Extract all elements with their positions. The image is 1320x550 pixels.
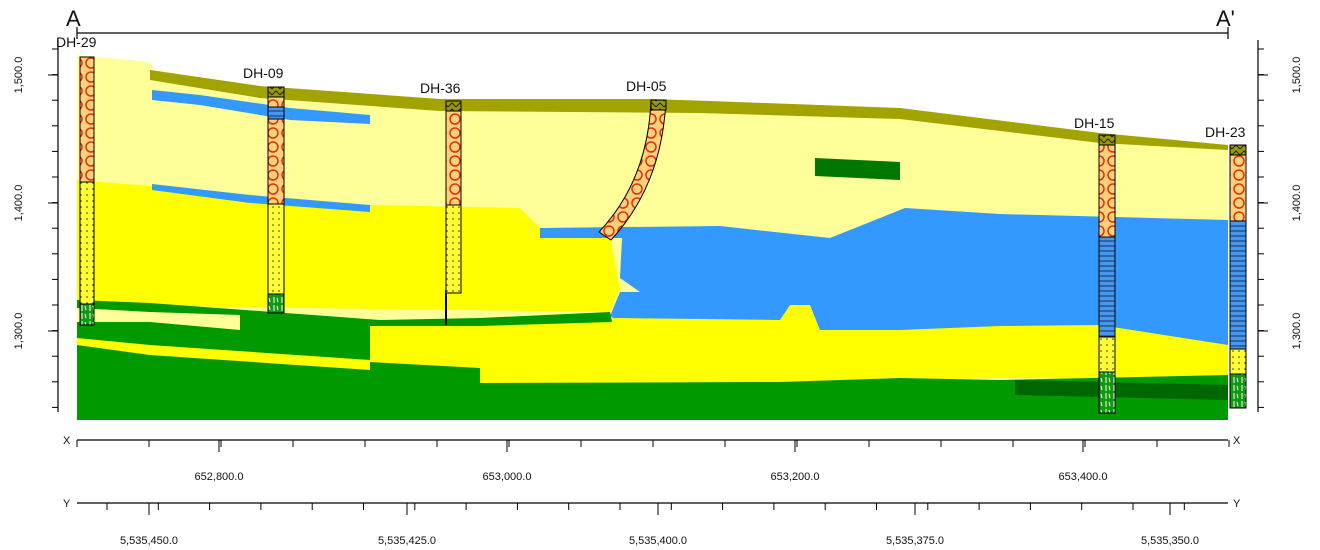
drillhole-label: DH-05 bbox=[626, 78, 667, 94]
drillhole bbox=[1098, 134, 1116, 414]
drillhole-label: DH-23 bbox=[1205, 124, 1246, 140]
drill-unit bbox=[267, 106, 285, 120]
dark-lens bbox=[815, 158, 900, 180]
drill-unit bbox=[1229, 373, 1247, 409]
drill-unit bbox=[1098, 236, 1116, 338]
drill-unit bbox=[445, 100, 462, 112]
drill-unit bbox=[1098, 134, 1116, 146]
x-axis-letter: X bbox=[1233, 435, 1241, 447]
drill-unit bbox=[1229, 348, 1247, 375]
drill-unit bbox=[79, 303, 95, 326]
geology bbox=[77, 55, 1228, 420]
elevation-label: 1,500.0 bbox=[13, 57, 25, 94]
drillhole bbox=[598, 99, 667, 241]
drillhole-label: DH-29 bbox=[56, 34, 97, 50]
drill-unit bbox=[79, 181, 95, 305]
drillhole bbox=[79, 56, 95, 326]
drillholes bbox=[79, 56, 1247, 414]
elevation-label: 1,400.0 bbox=[13, 185, 25, 222]
drill-unit bbox=[79, 56, 95, 183]
drill-unit bbox=[445, 204, 462, 294]
y-label: 5,535,375.0 bbox=[886, 535, 944, 547]
drill-unit bbox=[1229, 154, 1247, 222]
drillhole-label: DH-15 bbox=[1074, 115, 1115, 131]
elevation-label: 1,500.0 bbox=[1291, 57, 1303, 94]
section-end-label: A' bbox=[1216, 6, 1235, 31]
y-axis-letter: Y bbox=[63, 498, 71, 510]
drillhole bbox=[1229, 144, 1247, 409]
drill-unit bbox=[445, 110, 462, 206]
water-lens bbox=[152, 184, 370, 212]
y-axis-letter: Y bbox=[1233, 498, 1241, 510]
y-label: 5,535,400.0 bbox=[629, 535, 687, 547]
section-line: A A' bbox=[66, 6, 1235, 39]
drill-unit bbox=[598, 99, 667, 241]
x-label: 652,800.0 bbox=[195, 471, 244, 483]
drill-unit bbox=[1098, 336, 1116, 373]
drill-unit bbox=[650, 99, 667, 111]
elevation-label: 1,300.0 bbox=[1291, 313, 1303, 350]
aquifer bbox=[540, 208, 1228, 345]
drill-unit bbox=[267, 96, 285, 108]
topsoil bbox=[150, 70, 1228, 150]
drill-unit bbox=[267, 118, 285, 205]
y-label: 5,535,350.0 bbox=[1141, 535, 1199, 547]
y-label: 5,535,425.0 bbox=[378, 535, 436, 547]
sand-lower bbox=[370, 305, 1228, 385]
dark-lens bbox=[1015, 380, 1228, 400]
x-label: 653,200.0 bbox=[771, 471, 820, 483]
x-label: 653,400.0 bbox=[1059, 471, 1108, 483]
elevation-label: 1,300.0 bbox=[13, 313, 25, 350]
drillhole-label: DH-36 bbox=[420, 80, 461, 96]
y-label: 5,535,450.0 bbox=[120, 535, 178, 547]
drillhole-label: DH-09 bbox=[243, 65, 284, 81]
drill-unit bbox=[1098, 144, 1116, 238]
section-start: A bbox=[66, 6, 81, 31]
drill-unit bbox=[267, 203, 285, 295]
elevation-label: 1,400.0 bbox=[1291, 185, 1303, 222]
x-axis-letter: X bbox=[63, 435, 71, 447]
drillhole bbox=[267, 86, 285, 314]
x-label: 653,000.0 bbox=[483, 471, 532, 483]
water-lens bbox=[152, 90, 370, 124]
drill-unit bbox=[1229, 220, 1247, 350]
sand-layer bbox=[77, 180, 620, 312]
drill-unit bbox=[267, 293, 285, 314]
sand-band bbox=[77, 338, 370, 370]
drill-unit bbox=[1229, 144, 1247, 156]
drill-unit bbox=[1098, 371, 1116, 414]
drillhole bbox=[445, 100, 462, 325]
drill-unit bbox=[267, 86, 285, 98]
green-layer bbox=[77, 300, 1228, 420]
clay-lens bbox=[77, 308, 240, 330]
